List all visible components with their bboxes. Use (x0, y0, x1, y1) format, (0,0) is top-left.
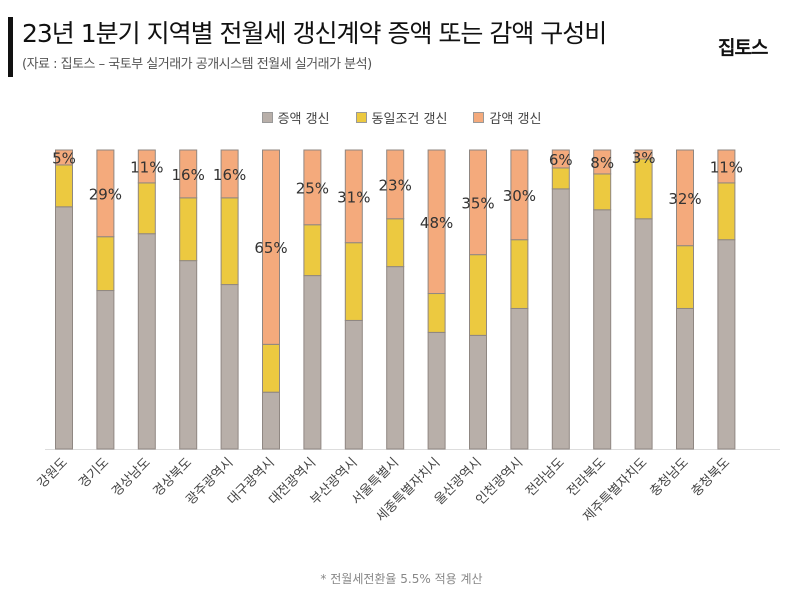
bar-segment-same (593, 173, 612, 211)
bar-segment-same (510, 239, 529, 309)
bar-segment-same (634, 158, 653, 220)
bar-segment-decrease (96, 149, 115, 238)
bar-segment-same (55, 164, 73, 208)
data-label: 65% (254, 239, 287, 257)
chart-title: 23년 1분기 지역별 전월세 갱신계약 증액 또는 감액 구성비 (22, 19, 607, 48)
bar-segment-decrease (179, 149, 198, 199)
x-tick-label: 충청북도 (689, 455, 733, 499)
bar-segment-increase (303, 275, 322, 450)
x-tick-label: 경기도 (76, 455, 112, 491)
chart-subtitle: (자료 : 집토스 – 국토부 실거래가 공개시스템 전월세 실거래가 분석) (22, 57, 372, 72)
legend-swatch (355, 112, 367, 123)
data-label: 11% (710, 158, 743, 176)
bar-segment-increase (510, 307, 529, 450)
data-label: 5% (52, 149, 76, 167)
data-label: 35% (461, 194, 494, 212)
legend-item-decrease: 감액 갱신 (473, 108, 541, 127)
bar-segment-decrease (262, 149, 280, 345)
bar-segment-increase (55, 206, 73, 450)
bar-segment-decrease (717, 149, 736, 184)
legend: 증액 갱신 동일조건 갱신 감액 갱신 (0, 108, 803, 127)
footnote: * 전월세전환율 5.5% 적용 계산 (320, 572, 483, 586)
legend-swatch (261, 112, 273, 123)
data-label: 11% (130, 158, 163, 176)
data-label: 48% (420, 214, 453, 232)
bar-segment-increase (262, 391, 280, 450)
bar-segment-increase (676, 307, 694, 450)
bar-segment-decrease (510, 149, 529, 241)
data-label: 31% (337, 188, 370, 206)
data-label: 29% (89, 185, 122, 203)
bar-segment-increase (386, 266, 405, 450)
title-accent-bar (8, 17, 13, 77)
bar-segment-same (717, 182, 736, 241)
bar-segment-decrease (427, 149, 446, 295)
bar-segment-same (220, 197, 239, 286)
legend-item-increase: 증액 갱신 (261, 108, 330, 127)
bar-segment-increase (717, 239, 736, 450)
bar-segment-increase (220, 284, 239, 450)
bar-segment-decrease (551, 149, 570, 169)
bar-segment-same (469, 254, 487, 336)
bar-segment-increase (634, 218, 653, 450)
legend-label: 동일조건 갱신 (371, 112, 448, 127)
bar-segment-decrease (469, 149, 487, 256)
legend-item-same: 동일조건 갱신 (355, 108, 448, 127)
data-label: 32% (668, 190, 701, 208)
data-label: 25% (296, 179, 329, 197)
bar-segment-same (676, 245, 694, 309)
bar-segment-same (427, 293, 446, 333)
x-tick-label: 경상남도 (109, 455, 153, 499)
bar-segment-decrease (220, 149, 239, 199)
bar-segment-decrease (303, 149, 322, 226)
data-label: 16% (172, 166, 205, 184)
legend-label: 증액 갱신 (277, 112, 330, 127)
bar-segment-decrease (593, 149, 612, 175)
legend-swatch (473, 112, 485, 123)
bar-segment-increase (551, 188, 570, 450)
bar-segment-same (344, 242, 363, 321)
x-tick-label: 충청남도 (647, 455, 691, 499)
bar-segment-increase (179, 260, 198, 450)
bar-segment-increase (469, 334, 487, 450)
bar-segment-same (386, 218, 405, 268)
data-label: 8% (590, 154, 614, 172)
bar-segment-increase (593, 209, 612, 450)
bar-segment-same (96, 236, 115, 292)
bar-segment-same (262, 343, 280, 393)
bar-segment-same (137, 182, 156, 235)
x-tick-label: 전라남도 (523, 455, 567, 499)
bar-segment-decrease (676, 149, 694, 247)
bar-segment-increase (344, 319, 363, 450)
data-label: 23% (379, 176, 412, 194)
bar-segment-same (179, 197, 198, 262)
logo: 집토스 (718, 37, 768, 59)
bar-segment-same (551, 167, 570, 190)
bar-segment-decrease (344, 149, 363, 244)
data-label: 3% (632, 149, 656, 167)
bar-segment-decrease (137, 149, 156, 184)
data-label: 6% (549, 151, 573, 169)
legend-label: 감액 갱신 (489, 112, 542, 127)
bar-segment-decrease (386, 149, 405, 220)
x-tick-label: 강원도 (35, 455, 71, 491)
bar-segment-increase (96, 290, 115, 450)
bar-segment-decrease (634, 149, 653, 160)
bar-segment-increase (137, 233, 156, 450)
data-label: 16% (213, 166, 246, 184)
bar-segment-same (303, 224, 322, 277)
data-label: 30% (503, 187, 536, 205)
bar-segment-increase (427, 331, 446, 450)
bar-segment-decrease (55, 149, 73, 166)
